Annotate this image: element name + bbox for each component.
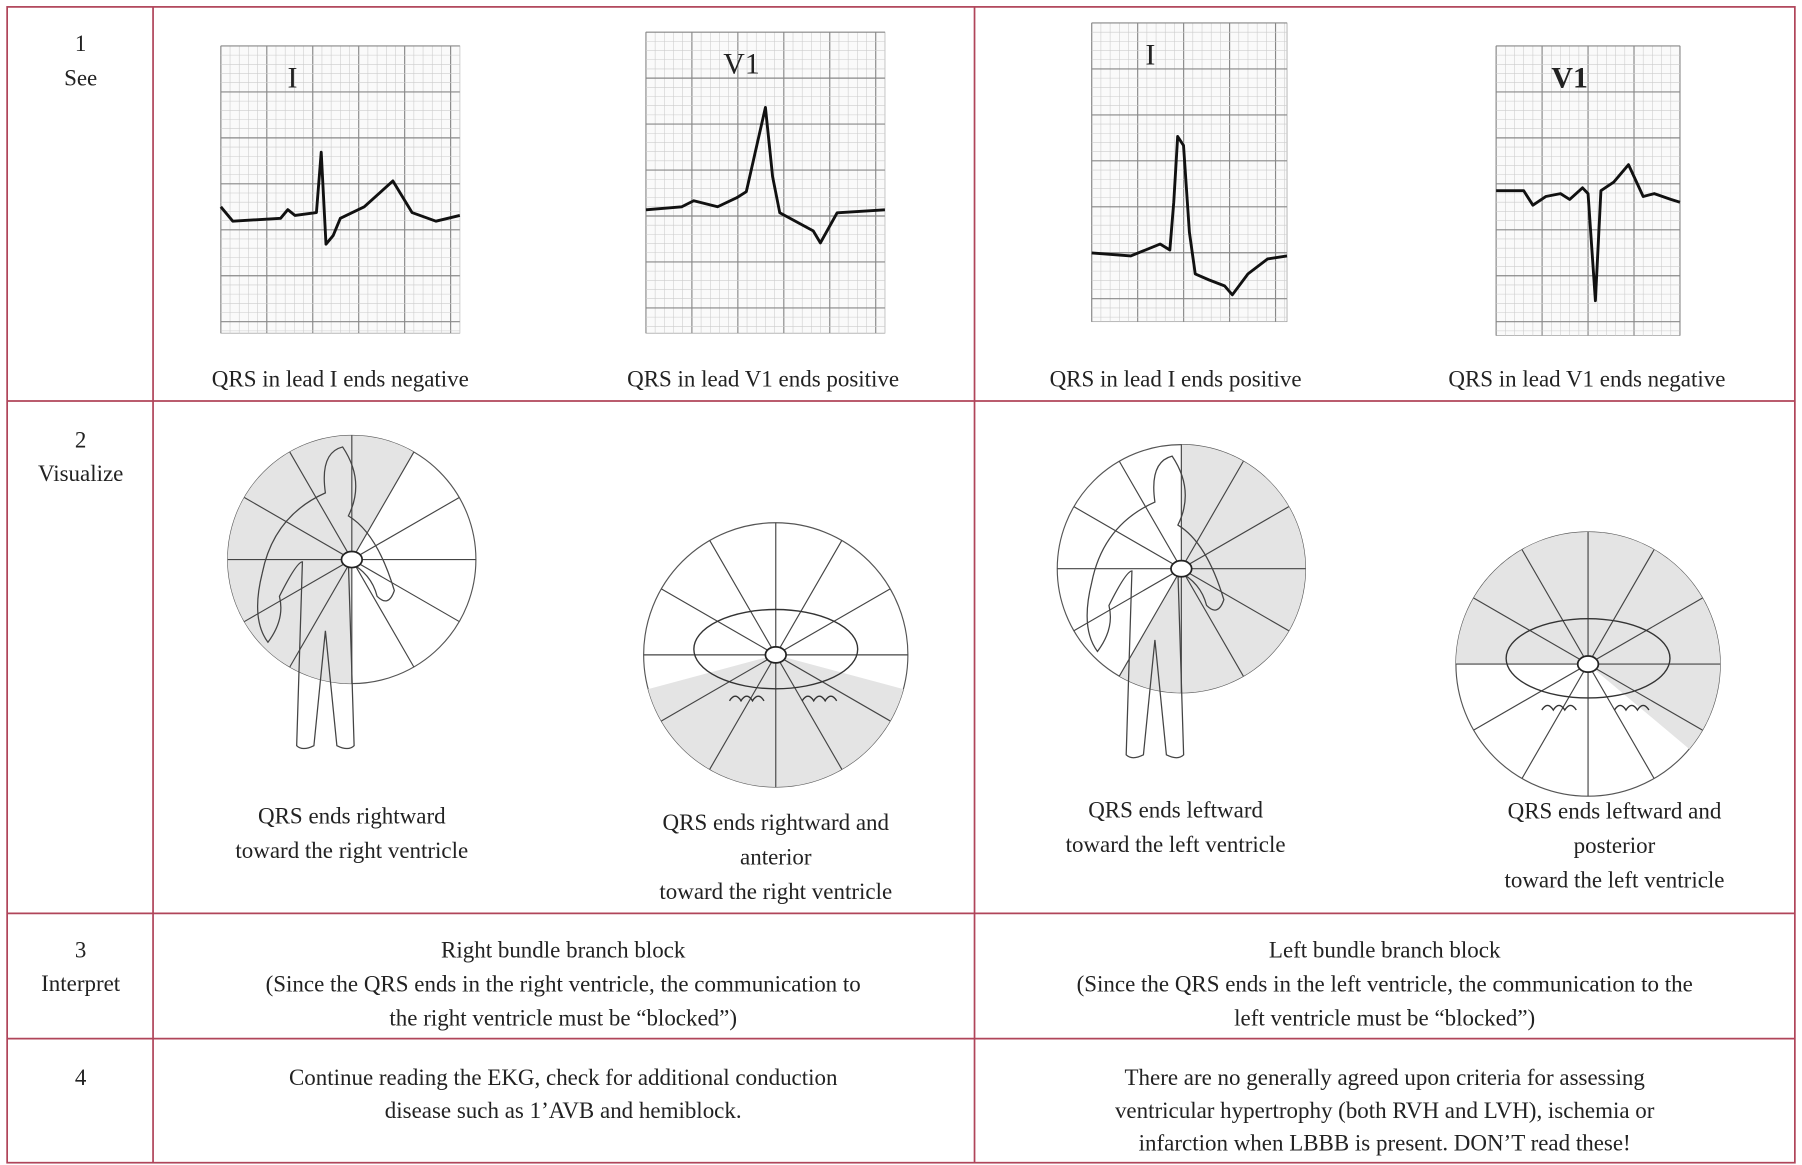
axis-wheel xyxy=(643,522,909,788)
ecg-strip: V1 xyxy=(645,31,886,334)
step-number: 4 xyxy=(75,1065,87,1090)
caption: QRS in lead V1 ends positive xyxy=(627,367,899,392)
table-border xyxy=(6,6,1796,1164)
step-label: See xyxy=(64,66,97,91)
caption: toward the right ventricle xyxy=(235,838,468,863)
lead-label: I xyxy=(1145,38,1155,71)
step-number: 2 xyxy=(75,428,86,453)
table-frame xyxy=(6,6,1796,1164)
advice: There are no generally agreed upon crite… xyxy=(1124,1065,1645,1090)
lead-label: V1 xyxy=(1551,61,1587,94)
ecg-strip: I xyxy=(1091,22,1288,323)
caption: QRS ends leftward and xyxy=(1508,799,1722,824)
rib-mark xyxy=(801,695,838,703)
caption: QRS in lead V1 ends negative xyxy=(1448,367,1725,392)
interpretation: the right ventricle must be “blocked”) xyxy=(389,1006,737,1031)
caption: toward the left ventricle xyxy=(1066,832,1286,857)
chest-outline xyxy=(693,608,859,690)
lead-label: I xyxy=(288,61,298,94)
heart xyxy=(764,645,787,664)
caption: toward the right ventricle xyxy=(659,879,892,904)
advice: disease such as 1’AVB and hemiblock. xyxy=(385,1098,742,1123)
caption: QRS ends rightward and xyxy=(663,810,890,835)
ecg-paper xyxy=(1091,22,1288,323)
heart xyxy=(340,550,364,569)
ecg-trace xyxy=(1091,135,1288,297)
caption: posterior xyxy=(1574,833,1656,858)
ecg-strip: I xyxy=(219,45,461,334)
interpretation: (Since the QRS ends in the left ventricl… xyxy=(1077,972,1693,997)
caption: QRS ends rightward xyxy=(258,803,446,828)
heart xyxy=(1170,559,1193,578)
advice: infarction when LBBB is present. DON’T r… xyxy=(1139,1131,1631,1156)
advice: Continue reading the EKG, check for addi… xyxy=(289,1065,838,1090)
lead-label: V1 xyxy=(723,47,760,80)
interpretation: (Since the QRS ends in the right ventric… xyxy=(266,972,861,997)
rib-mark xyxy=(1541,704,1577,712)
ecg-trace xyxy=(219,150,461,246)
chest-outline xyxy=(1505,618,1671,699)
axis-wheel xyxy=(1455,531,1721,797)
heart xyxy=(1576,655,1600,673)
interpretation: Right bundle branch block xyxy=(441,938,686,963)
interpretation: Left bundle branch block xyxy=(1269,938,1501,963)
caption: toward the left ventricle xyxy=(1504,868,1724,893)
advice: ventricular hypertrophy (both RVH and LV… xyxy=(1115,1098,1655,1123)
body-outline xyxy=(257,446,395,750)
rib-mark xyxy=(728,695,765,703)
step-number: 1 xyxy=(75,31,86,56)
interpretation: left ventricle must be “blocked”) xyxy=(1234,1006,1535,1031)
step-number: 3 xyxy=(75,938,86,963)
caption: anterior xyxy=(740,845,812,870)
axis-wheel xyxy=(1056,444,1306,759)
ecg-strip: V1 xyxy=(1495,45,1681,336)
ecg-trace xyxy=(1496,163,1681,303)
axis-wheel xyxy=(227,434,477,750)
ecg-trace xyxy=(645,105,886,245)
step-label: Visualize xyxy=(38,461,123,486)
body-outline xyxy=(1086,455,1225,759)
caption: QRS ends leftward xyxy=(1088,798,1263,823)
caption: QRS in lead I ends positive xyxy=(1050,367,1302,392)
step-label: Interpret xyxy=(41,971,121,996)
caption: QRS in lead I ends negative xyxy=(212,367,469,392)
rib-mark xyxy=(1613,704,1650,712)
